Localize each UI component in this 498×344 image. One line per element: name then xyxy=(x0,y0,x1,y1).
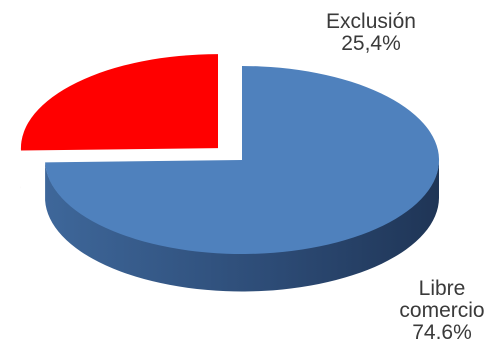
label-exclusion-name: Exclusión xyxy=(316,11,426,33)
label-libre-comercio: Libre comercio 74.6% xyxy=(386,278,498,344)
label-libre-comercio-line1: Libre xyxy=(386,278,498,300)
slice-exclusion xyxy=(21,54,218,150)
label-libre-comercio-line2: comercio xyxy=(386,300,498,322)
label-exclusion-value: 25,4% xyxy=(316,33,426,55)
label-exclusion: Exclusión 25,4% xyxy=(316,11,426,55)
